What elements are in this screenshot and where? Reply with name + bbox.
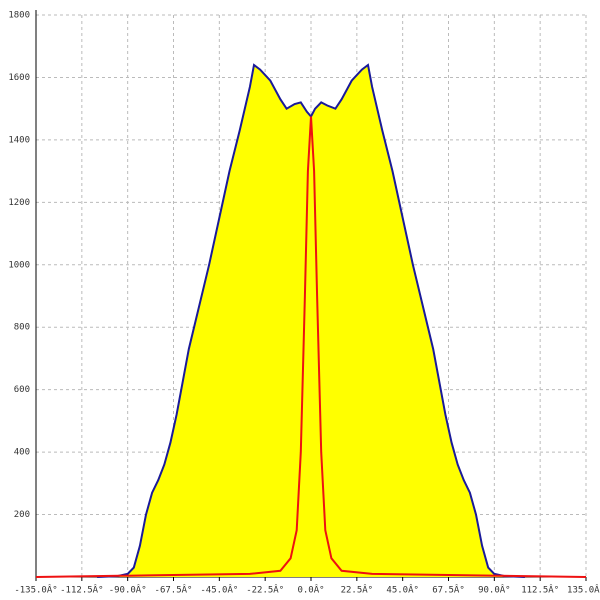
- x-tick-label: -135.0Â°: [14, 584, 57, 596]
- y-tick-label: 1200: [8, 198, 30, 208]
- area-fill: [97, 65, 525, 577]
- x-tick-label: -22.5Â°: [246, 584, 284, 596]
- x-tick-label: 45.0Â°: [386, 584, 419, 596]
- x-tick-label: 112.5Â°: [521, 584, 559, 596]
- x-tick-label: -112.5Â°: [60, 584, 103, 596]
- x-tick-label: 135.0Â°: [567, 584, 600, 596]
- x-tick-label: -67.5Â°: [155, 584, 193, 596]
- y-tick-label: 800: [14, 323, 30, 333]
- y-tick-label: 600: [14, 385, 30, 395]
- series-line: [35, 116, 587, 578]
- x-tick-label: -45.0Â°: [200, 584, 238, 596]
- y-tick-label: 1800: [8, 11, 30, 21]
- x-tick-label: 67.5Â°: [432, 584, 465, 596]
- y-tick-label: 200: [14, 510, 30, 520]
- y-tick-label: 1400: [8, 135, 30, 145]
- x-tick-label: 0.0Â°: [297, 584, 324, 596]
- y-tick-label: 1600: [8, 73, 30, 83]
- x-tick-label: 22.5Â°: [341, 584, 374, 596]
- x-tick-label: 90.0Â°: [478, 584, 511, 596]
- y-tick-label: 1000: [8, 260, 30, 270]
- x-tick-label: -90.0Â°: [109, 584, 147, 596]
- y-tick-label: 400: [14, 448, 30, 458]
